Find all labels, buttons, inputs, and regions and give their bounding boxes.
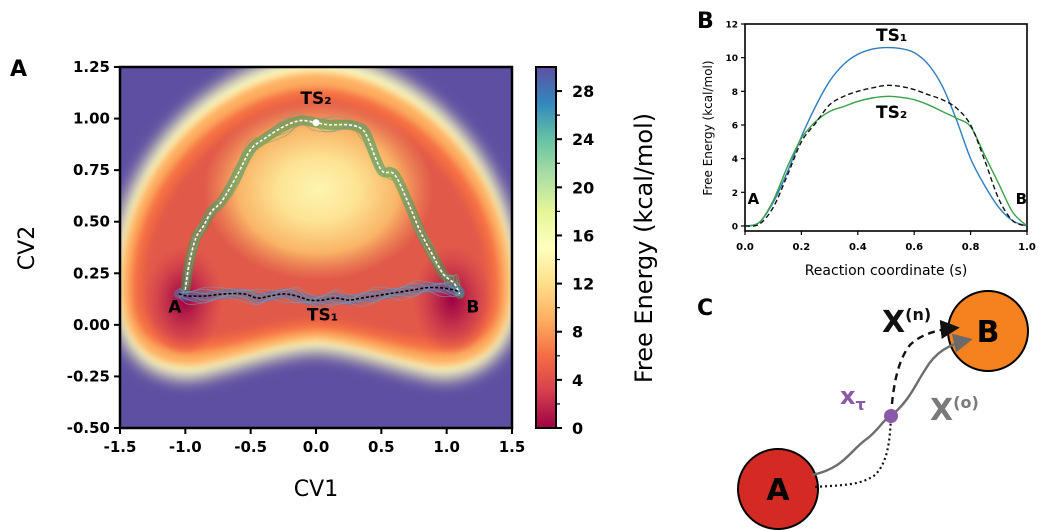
profile-y-tick-label: 4 <box>732 155 738 165</box>
x-new-label: X(n) <box>882 305 931 340</box>
new-path-arrow <box>889 319 960 417</box>
ts2-label-profile: TS₂ <box>876 103 907 123</box>
profile-x-tick-label: 0.0 <box>736 242 754 253</box>
basin-a-label: A <box>168 297 182 317</box>
path-update-diagram: A B xτ X(n) X(o) <box>737 290 1029 530</box>
colorbar-tick-label: 20 <box>572 178 594 197</box>
ts1-label-heatmap: TS₁ <box>307 306 338 326</box>
profile-line-dashed <box>744 84 1028 227</box>
heatmap-x-tick-label: 0.0 <box>303 438 330 456</box>
ts2-marker <box>312 119 320 127</box>
ts1-mean-path <box>178 286 460 302</box>
profile-x-tick-label: 0.4 <box>849 242 867 253</box>
heatmap-x-axis-label: CV1 <box>294 477 338 502</box>
profile-y-tick-label: 12 <box>725 21 738 31</box>
ts2-label-heatmap: TS₂ <box>300 89 331 109</box>
heatmap-y-tick-label: -0.25 <box>67 367 110 385</box>
heatmap-y-tick-label: 1.25 <box>73 58 110 76</box>
heatmap-x-tick-label: 1.0 <box>433 438 460 456</box>
heatmap-axes: -1.5 -1.0 -0.5 0.0 0.5 1.0 1.5 -0.50 -0.25 0.00 0.… <box>67 58 526 456</box>
heatmap-y-tick-label: 0.50 <box>73 213 110 231</box>
heatmap-y-tick-label: 0.25 <box>73 264 110 282</box>
panel-label-a: A <box>10 57 27 82</box>
profile-line-ts <box>744 95 1028 227</box>
colorbar-ticks: 0 4 8 12 16 20 24 28 <box>556 82 594 438</box>
profile-y-axis-label: Free Energy (kcal/mol) <box>701 60 715 195</box>
heatmap-x-tick-label: -1.5 <box>104 438 137 456</box>
colorbar <box>535 66 557 429</box>
profile-axes: 0.0 0.2 0.4 0.6 0.8 1.0 0 2 4 6 8 10 12 <box>725 21 1035 254</box>
heatmap-x-tick-label: 0.5 <box>368 438 395 456</box>
ts2-trajectory <box>187 117 458 293</box>
heatmap-x-tick-label: -1.0 <box>169 438 202 456</box>
colorbar-tick-label: 12 <box>572 275 594 294</box>
profile-y-tick-label: 8 <box>732 88 738 98</box>
heatmap-y-axis-label: CV2 <box>15 226 40 270</box>
profile-x-tick-label: 0.8 <box>962 242 980 253</box>
profile-y-tick-label: 0 <box>732 222 738 232</box>
profile-x-tick-label: 0.2 <box>793 242 811 253</box>
heatmap-x-tick-label: -0.5 <box>234 438 267 456</box>
colorbar-tick-label: 28 <box>572 82 594 101</box>
x-tau-label: xτ <box>840 382 866 414</box>
ts2-trajectory <box>182 123 463 298</box>
state-b-label-profile: B <box>1016 190 1027 208</box>
profile-lines <box>744 46 1028 227</box>
basin-b-label: B <box>466 297 479 317</box>
node-a <box>737 448 819 530</box>
colorbar-tick-label: 0 <box>572 419 583 438</box>
new-path-start <box>814 415 893 489</box>
heatmap-y-tick-label: 1.00 <box>73 110 110 128</box>
colorbar-tick-label: 24 <box>572 130 594 149</box>
heatmap-y-tick-label: -0.50 <box>67 419 110 437</box>
profile-y-tick-label: 6 <box>732 121 738 131</box>
colorbar-tick-label: 4 <box>572 371 583 390</box>
heatmap-y-tick-label: 0.00 <box>73 316 110 334</box>
heatmap-y-tick-label: 0.75 <box>73 161 110 179</box>
colorbar-tick-label: 8 <box>572 323 583 342</box>
state-a-label-profile: A <box>748 190 760 208</box>
profile-y-tick-label: 2 <box>732 189 738 199</box>
profile-line-ts <box>744 46 1028 227</box>
old-path-end-arrow <box>890 333 973 417</box>
profile-x-tick-label: 1.0 <box>1018 242 1036 253</box>
panel-label-c: C <box>697 296 713 321</box>
profile-plot-frame <box>744 23 1028 232</box>
ts1-trajectory <box>178 290 460 309</box>
old-path-start <box>811 414 892 477</box>
x-old-label: X(o) <box>930 393 979 428</box>
node-b-label: B <box>977 315 1000 350</box>
colorbar-tick-label: 16 <box>572 226 594 245</box>
profile-y-tick-label: 10 <box>725 54 738 64</box>
node-a-label: A <box>766 473 790 508</box>
profile-x-axis-label: Reaction coordinate (s) <box>805 263 968 279</box>
free-energy-heatmap <box>120 67 512 428</box>
profile-x-tick-label: 0.6 <box>905 242 923 253</box>
ts1-label-profile: TS₁ <box>876 26 907 46</box>
x-tau-point <box>884 409 898 423</box>
heatmap-x-tick-label: 1.5 <box>499 438 526 456</box>
colorbar-label: Free Energy (kcal/mol) <box>630 113 658 383</box>
panel-label-b: B <box>697 9 714 34</box>
ts2-trajectory <box>184 112 461 289</box>
ts2-mean-path <box>184 119 461 295</box>
